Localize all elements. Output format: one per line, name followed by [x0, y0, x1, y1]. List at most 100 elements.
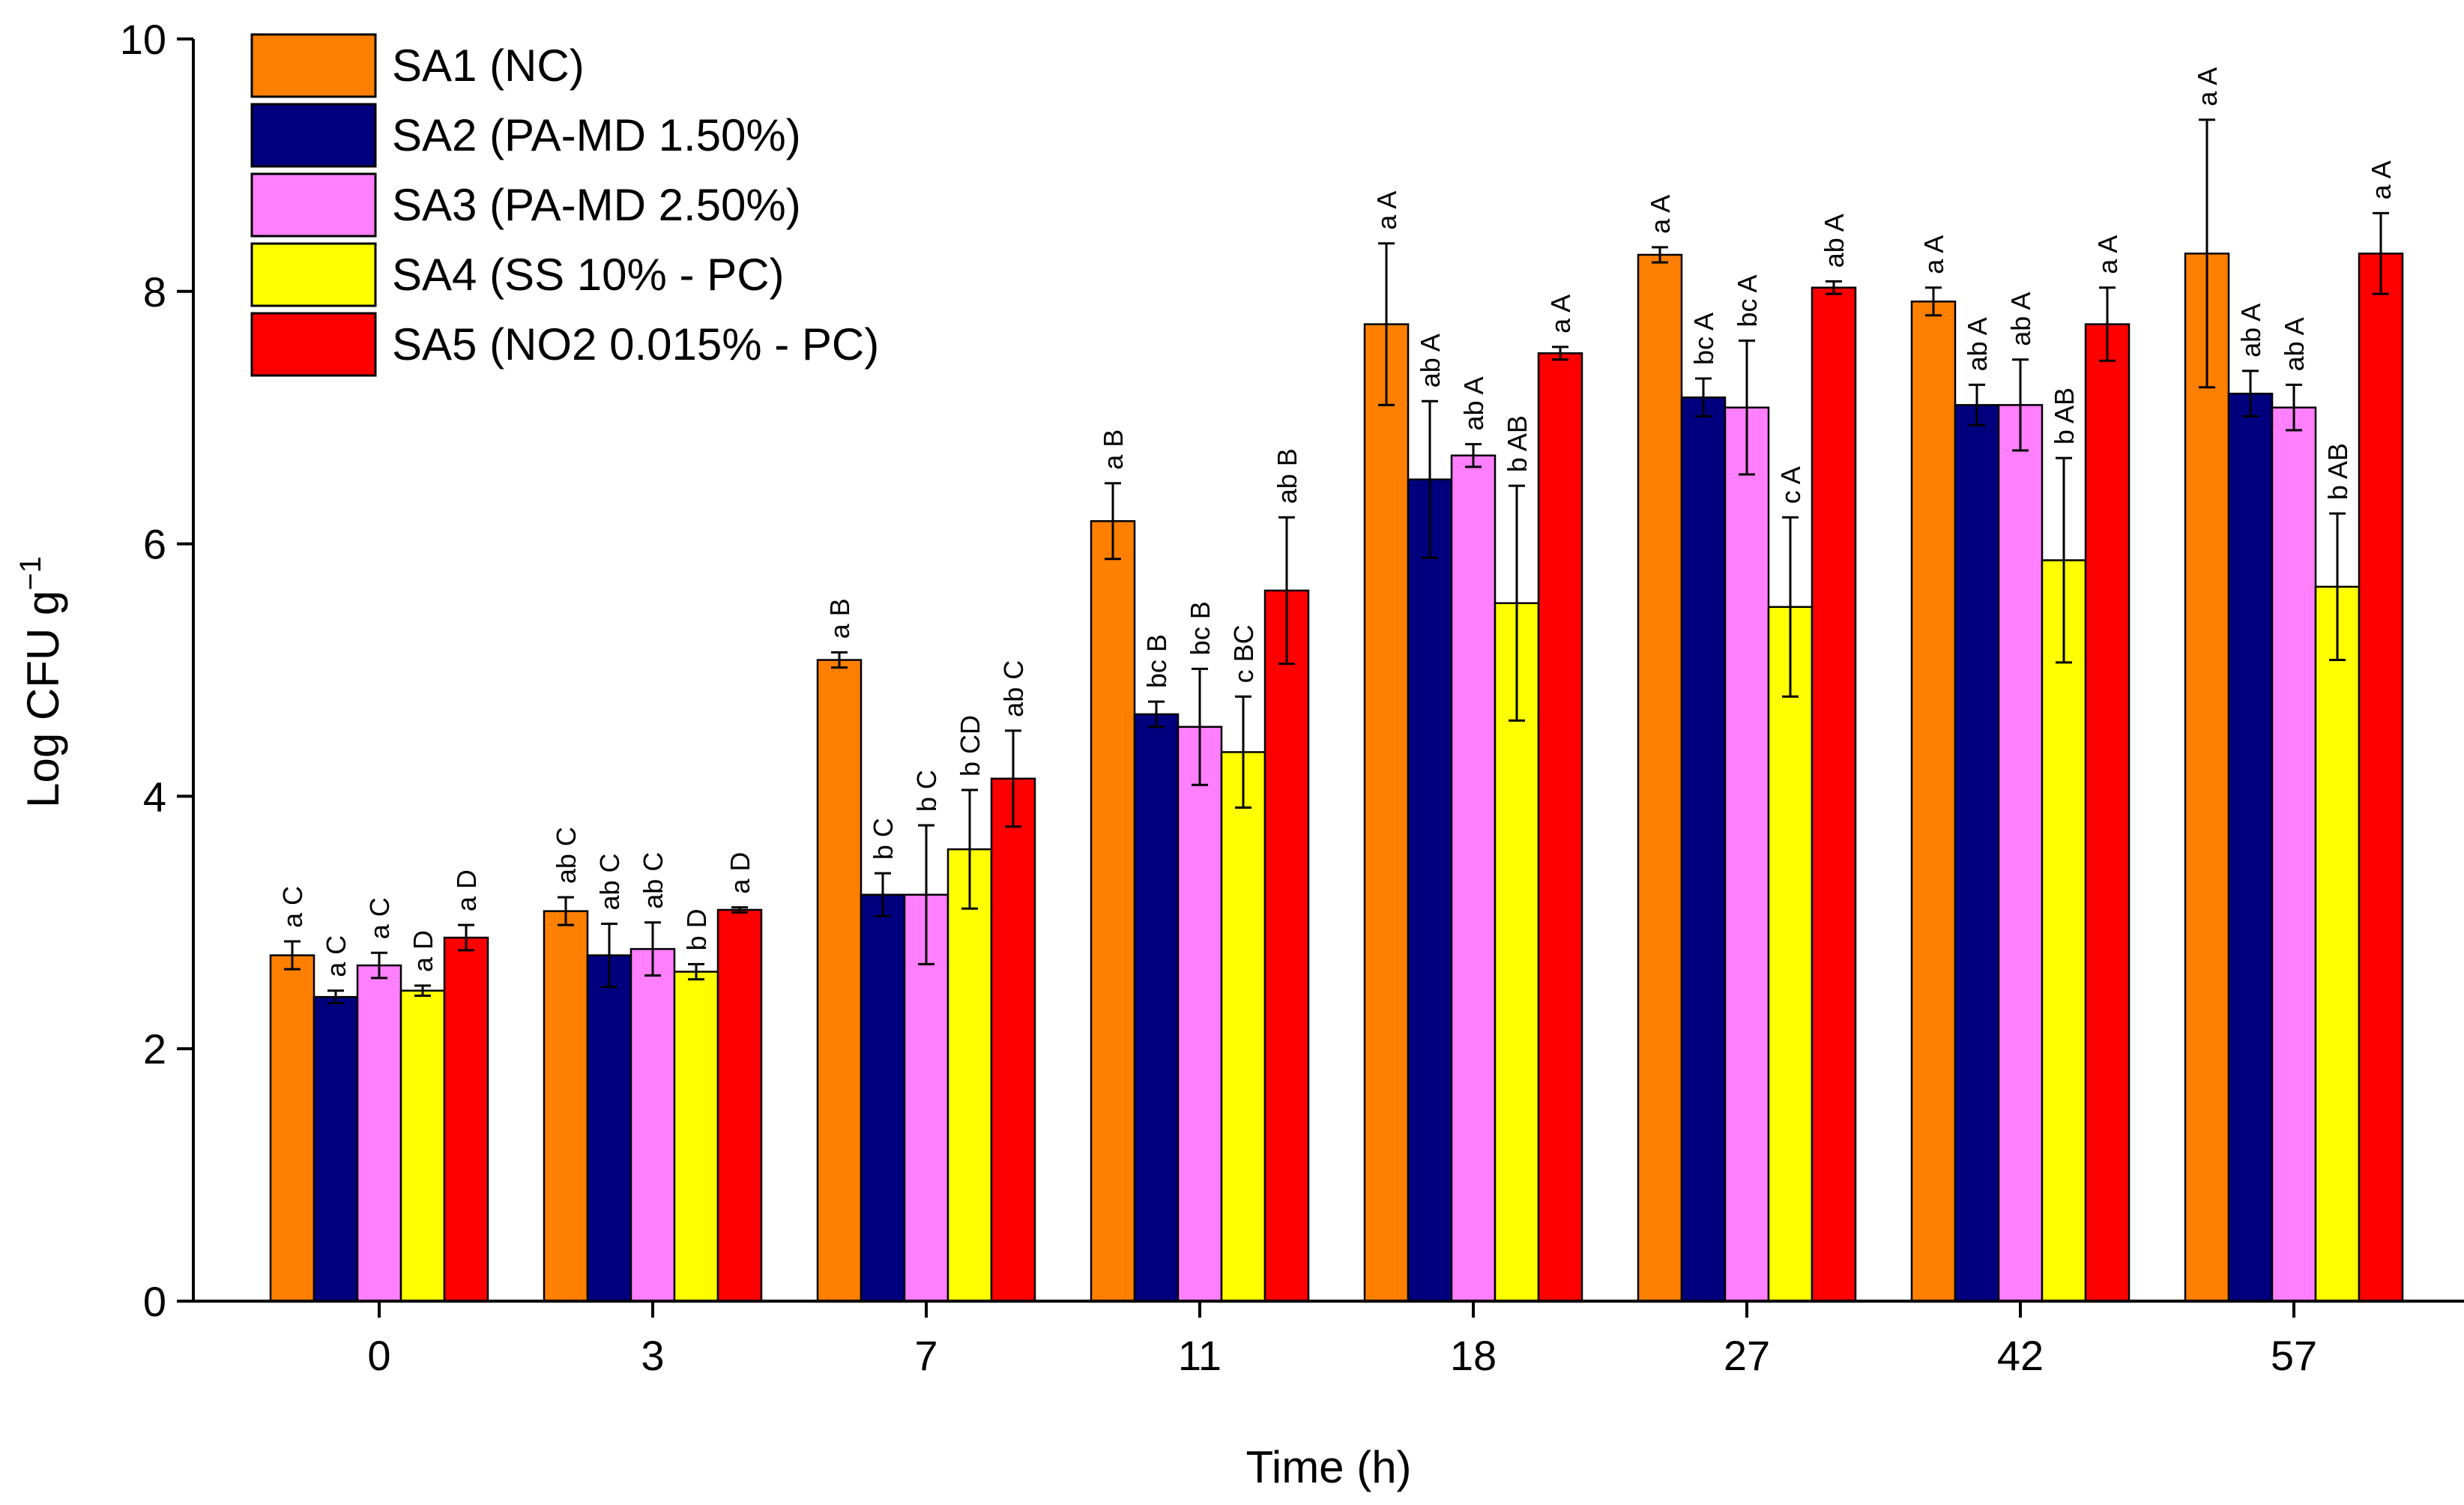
legend-swatch	[250, 103, 377, 168]
significance-label: b C	[911, 770, 942, 812]
significance-label: bc A	[1688, 313, 1719, 365]
significance-label: a A	[1545, 295, 1576, 334]
x-tick-label: 11	[1178, 1332, 1222, 1379]
legend-label: SA2 (PA-MD 1.50%)	[392, 110, 801, 160]
bar	[946, 848, 993, 1303]
significance-label: ab A	[1415, 334, 1446, 387]
significance-label: bc B	[1185, 601, 1216, 655]
significance-label: a C	[277, 886, 308, 928]
bar	[1910, 301, 1957, 1303]
y-tick-label: 6	[143, 521, 166, 568]
y-tick-label: 4	[143, 773, 166, 820]
bar	[399, 989, 446, 1303]
bar	[1090, 520, 1136, 1303]
significance-label: ab C	[551, 827, 582, 884]
significance-label: ab B	[1272, 448, 1302, 504]
x-tick-label: 3	[641, 1332, 664, 1379]
bar	[673, 971, 719, 1303]
significance-label: a A	[2092, 235, 2123, 274]
x-tick-label: 7	[914, 1332, 937, 1379]
significance-label: ab C	[998, 660, 1029, 717]
bar	[543, 910, 589, 1303]
x-tick-label: 57	[2271, 1332, 2317, 1379]
y-axis-title-main: Log CFU g	[18, 591, 68, 808]
legend: SA1 (NC) SA2 (PA-MD 1.50%) SA3 (PA-MD 2.50…	[250, 33, 879, 377]
significance-label: ab A	[2235, 304, 2266, 358]
y-tick-label: 10	[120, 16, 166, 63]
bar	[2358, 253, 2404, 1303]
significance-label: ab A	[1962, 317, 1993, 371]
bar	[1133, 713, 1180, 1303]
bar	[816, 659, 863, 1303]
significance-label: b AB	[1502, 415, 1533, 472]
y-axis-title-superscript: −1	[14, 556, 47, 591]
significance-label: a B	[1098, 429, 1129, 470]
legend-swatch	[250, 172, 377, 238]
significance-label: ab A	[1819, 214, 1849, 268]
bar	[269, 954, 315, 1303]
x-tick-label: 0	[367, 1332, 390, 1379]
bar	[2184, 253, 2230, 1303]
significance-label: b D	[681, 908, 712, 950]
bar	[1954, 404, 2000, 1303]
bar	[1450, 454, 1497, 1303]
significance-label: a B	[824, 598, 855, 639]
significance-label: a A	[1645, 195, 1676, 234]
bar	[1997, 404, 2044, 1303]
y-tick-label: 8	[143, 268, 166, 316]
legend-swatch	[250, 242, 377, 307]
legend-label: SA4 (SS 10% - PC)	[392, 250, 785, 300]
bar	[716, 908, 763, 1303]
bar	[1263, 589, 1310, 1303]
significance-label: a D	[725, 852, 755, 894]
significance-label: ab C	[594, 853, 625, 910]
bar	[2271, 406, 2317, 1303]
significance-label: a A	[1371, 191, 1402, 230]
legend-label: SA1 (NC)	[392, 40, 585, 91]
significance-label: bc B	[1141, 634, 1172, 688]
bar	[1407, 478, 1453, 1303]
significance-label: ab A	[1458, 376, 1489, 430]
bar	[1637, 253, 1683, 1303]
significance-label: a C	[364, 897, 395, 939]
bars-layer	[269, 253, 2404, 1303]
significance-label: bc A	[1732, 274, 1763, 327]
bar	[629, 947, 676, 1303]
y-axis-title: Log CFU g−1	[14, 556, 68, 808]
significance-label: b AB	[2049, 387, 2080, 444]
y-tick-label: 0	[143, 1278, 166, 1325]
bar	[312, 995, 359, 1303]
significance-label: ab C	[638, 852, 668, 909]
bar	[2041, 559, 2087, 1303]
x-tick-label: 18	[1450, 1332, 1497, 1379]
significance-label: c BC	[1228, 624, 1259, 683]
significance-label: a A	[1918, 235, 1949, 274]
significance-label: b AB	[2322, 443, 2353, 500]
significance-label: a A	[2192, 67, 2223, 106]
bar	[860, 893, 906, 1303]
legend-swatch	[250, 33, 377, 98]
bar	[1177, 726, 1223, 1303]
significance-label: ab A	[2005, 292, 2036, 346]
bar	[1220, 751, 1266, 1303]
y-tick-label: 2	[143, 1025, 166, 1073]
axes-layer	[192, 39, 2464, 1303]
bar	[1680, 396, 1727, 1303]
significance-label: c A	[1775, 466, 1806, 504]
bar	[2314, 585, 2361, 1303]
bar	[356, 964, 402, 1303]
bar	[1363, 323, 1410, 1303]
bar	[1724, 406, 1770, 1303]
x-tick-label: 27	[1724, 1332, 1770, 1379]
x-axis-title: Time (h)	[1245, 1442, 1411, 1492]
bar	[1811, 286, 1857, 1303]
x-tick-label: 42	[1997, 1332, 2044, 1379]
x-ticks-layer: 0 3 7 11 18 27 42 57	[367, 1301, 2317, 1379]
significance-labels-layer: a C a C a C a D a D ab C ab C ab C b D a D a B b C b…	[277, 67, 2397, 977]
significance-label: a D	[408, 930, 438, 972]
bar	[586, 954, 632, 1303]
bar	[2084, 323, 2131, 1303]
bar	[2227, 392, 2274, 1303]
significance-label: b C	[868, 818, 899, 860]
